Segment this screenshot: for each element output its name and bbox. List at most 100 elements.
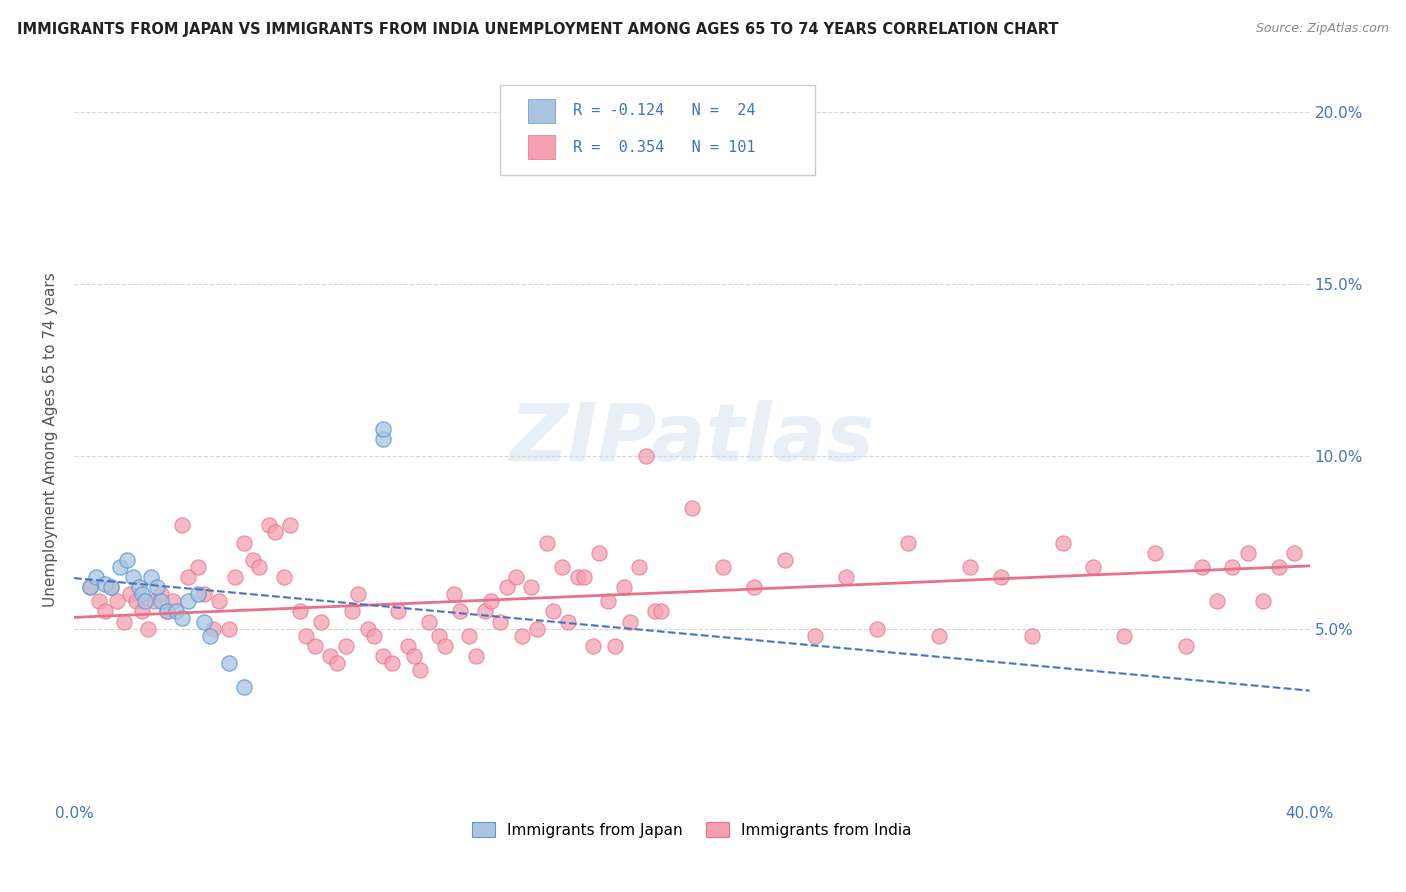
Point	[100, 580, 122, 594]
Point	[711, 559, 734, 574]
Point	[233, 535, 256, 549]
Y-axis label: Unemployment Among Ages 65 to 74 years: Unemployment Among Ages 65 to 74 years	[44, 272, 58, 607]
Point	[202, 622, 225, 636]
Point	[325, 656, 347, 670]
Point	[427, 628, 450, 642]
Point	[443, 587, 465, 601]
Point	[363, 628, 385, 642]
Point	[1144, 546, 1167, 560]
Point	[449, 604, 471, 618]
Point	[105, 594, 128, 608]
Point	[541, 604, 564, 618]
Point	[94, 577, 117, 591]
Point	[520, 580, 543, 594]
Point	[567, 570, 589, 584]
Point	[433, 639, 456, 653]
Point	[100, 580, 122, 594]
Point	[634, 450, 657, 464]
Bar	[527, 99, 555, 123]
Point	[340, 604, 363, 618]
Point	[644, 604, 666, 618]
Point	[143, 594, 166, 608]
Text: IMMIGRANTS FROM JAPAN VS IMMIGRANTS FROM INDIA UNEMPLOYMENT AMONG AGES 65 TO 74 : IMMIGRANTS FROM JAPAN VS IMMIGRANTS FROM…	[17, 22, 1059, 37]
Point	[208, 594, 231, 608]
Point	[304, 639, 326, 653]
Text: ZIPatlas: ZIPatlas	[509, 401, 875, 478]
Point	[172, 611, 194, 625]
Point	[172, 518, 194, 533]
Point	[588, 546, 610, 560]
Point	[249, 559, 271, 574]
Point	[1083, 559, 1105, 574]
Point	[402, 649, 425, 664]
Point	[162, 594, 184, 608]
Point	[257, 518, 280, 533]
Point	[94, 604, 117, 618]
Point	[288, 604, 311, 618]
Point	[115, 553, 138, 567]
Point	[187, 559, 209, 574]
Point	[218, 656, 240, 670]
Point	[990, 570, 1012, 584]
Point	[505, 570, 527, 584]
Point	[928, 628, 950, 642]
Point	[1206, 594, 1229, 608]
Point	[177, 570, 200, 584]
Point	[134, 594, 156, 608]
Point	[131, 587, 153, 601]
Point	[371, 432, 394, 446]
Point	[128, 580, 150, 594]
Point	[551, 559, 574, 574]
Point	[131, 604, 153, 618]
Point	[156, 604, 179, 618]
Point	[112, 615, 135, 629]
Point	[510, 628, 533, 642]
Point	[294, 628, 316, 642]
Point	[347, 587, 370, 601]
Point	[149, 587, 172, 601]
Point	[218, 622, 240, 636]
Point	[356, 622, 378, 636]
Point	[582, 639, 605, 653]
Point	[121, 570, 143, 584]
Point	[193, 587, 215, 601]
Point	[233, 680, 256, 694]
Point	[1253, 594, 1275, 608]
Point	[897, 535, 920, 549]
Point	[309, 615, 332, 629]
Point	[742, 580, 765, 594]
Point	[1114, 628, 1136, 642]
Point	[136, 622, 159, 636]
Point	[177, 594, 200, 608]
Point	[198, 628, 221, 642]
Point	[418, 615, 440, 629]
Point	[263, 525, 285, 540]
Point	[458, 628, 481, 642]
Point	[118, 587, 141, 601]
Point	[125, 594, 148, 608]
Point	[557, 615, 579, 629]
Point	[866, 622, 889, 636]
Point	[603, 639, 626, 653]
Point	[371, 422, 394, 436]
Point	[87, 594, 110, 608]
Point	[464, 649, 486, 664]
Point	[835, 570, 858, 584]
Point	[278, 518, 301, 533]
Point	[650, 604, 672, 618]
Bar	[527, 136, 555, 159]
Point	[495, 580, 517, 594]
Legend: Immigrants from Japan, Immigrants from India: Immigrants from Japan, Immigrants from I…	[467, 815, 918, 844]
Point	[335, 639, 357, 653]
Point	[371, 649, 394, 664]
Point	[572, 570, 595, 584]
Point	[1191, 559, 1213, 574]
Text: Source: ZipAtlas.com: Source: ZipAtlas.com	[1256, 22, 1389, 36]
Point	[681, 501, 703, 516]
Point	[273, 570, 295, 584]
Point	[1282, 546, 1305, 560]
Point	[1222, 559, 1244, 574]
Point	[1021, 628, 1043, 642]
Point	[409, 663, 432, 677]
Point	[773, 553, 796, 567]
